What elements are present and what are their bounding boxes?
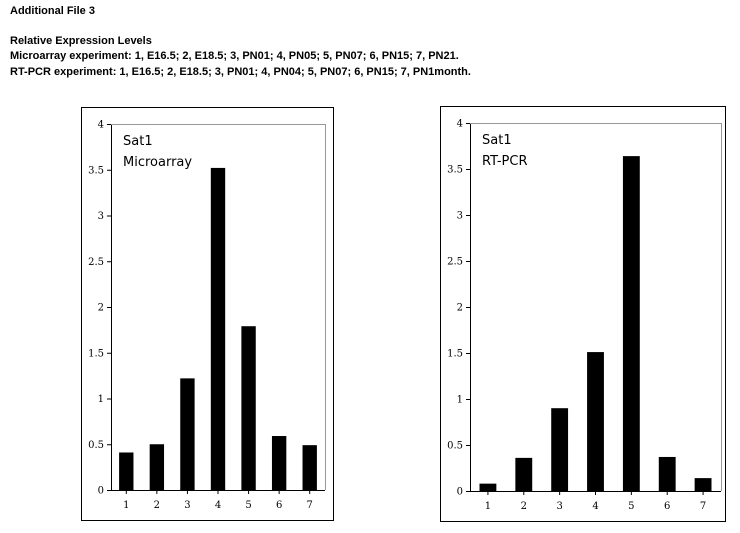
x-tick-label: 3 bbox=[184, 500, 190, 511]
section-subtitle: Relative Expression Levels bbox=[10, 35, 152, 47]
y-tick-label: 1 bbox=[457, 395, 463, 406]
rtpcr-chart: 0 0.5 1 1.5 2 2.5 3 3.5 4 1 2 3 4 5 6 7 Sat1 RT-PCR bbox=[440, 106, 726, 522]
y-tick-label: 3.5 bbox=[447, 165, 463, 176]
x-tick-label: 3 bbox=[556, 501, 562, 512]
x-tick-label: 6 bbox=[664, 501, 670, 512]
x-tick-label: 6 bbox=[276, 500, 282, 511]
x-tick-label: 5 bbox=[245, 500, 251, 511]
y-tick-label: 0 bbox=[98, 486, 104, 497]
gene-annotation: Sat1 bbox=[482, 133, 512, 148]
y-tick-label: 1.5 bbox=[447, 349, 463, 360]
bar-2 bbox=[515, 457, 533, 491]
x-tick-label: 2 bbox=[154, 500, 160, 511]
bar-2 bbox=[149, 444, 165, 490]
y-tick-label: 2 bbox=[457, 303, 463, 314]
bar-7 bbox=[694, 478, 712, 491]
x-tick-label: 2 bbox=[521, 501, 527, 512]
bar-4 bbox=[587, 352, 604, 491]
y-tick-label: 3 bbox=[98, 211, 104, 222]
method-annotation: Microarray bbox=[123, 155, 192, 170]
bar-4 bbox=[210, 167, 226, 491]
y-tick-label: 3.5 bbox=[88, 165, 104, 176]
y-tick-label: 3 bbox=[457, 211, 463, 222]
method-annotation: RT-PCR bbox=[482, 154, 527, 169]
y-tick-label: 4 bbox=[457, 119, 463, 130]
x-tick-label: 7 bbox=[307, 500, 313, 511]
y-tick-label: 2.5 bbox=[88, 257, 104, 268]
chart-frame bbox=[440, 106, 726, 522]
page-title: Additional File 3 bbox=[10, 5, 95, 17]
bar-5 bbox=[622, 156, 640, 491]
bar-3 bbox=[551, 408, 569, 491]
bar-7 bbox=[302, 445, 317, 490]
y-tick-label: 2.5 bbox=[447, 257, 463, 268]
bar-5 bbox=[241, 326, 256, 490]
x-tick-label: 4 bbox=[592, 501, 598, 512]
y-tick-label: 0.5 bbox=[88, 440, 104, 451]
x-tick-label: 1 bbox=[485, 501, 491, 512]
y-tick-label: 0.5 bbox=[447, 441, 463, 452]
x-tick-label: 5 bbox=[628, 501, 634, 512]
chart-frame bbox=[81, 107, 334, 521]
y-tick-label: 1.5 bbox=[88, 348, 104, 359]
x-tick-label: 1 bbox=[123, 500, 129, 511]
microarray-chart: 0 0.5 1 1.5 2 2.5 3 3.5 4 1 2 3 4 5 6 7 Sat1 Microarray bbox=[81, 107, 334, 521]
bar-6 bbox=[271, 436, 287, 490]
y-tick-label: 1 bbox=[98, 394, 104, 405]
x-tick-label: 4 bbox=[215, 500, 221, 511]
y-tick-label: 0 bbox=[457, 487, 463, 498]
y-tick-label: 2 bbox=[98, 303, 104, 314]
bar-1 bbox=[479, 483, 497, 491]
bar-1 bbox=[119, 452, 134, 490]
bar-6 bbox=[658, 456, 676, 491]
x-tick-label: 7 bbox=[700, 501, 706, 512]
bar-3 bbox=[180, 378, 195, 490]
rtpcr-legend-text: RT-PCR experiment: 1, E16.5; 2, E18.5; 3… bbox=[10, 66, 471, 78]
gene-annotation: Sat1 bbox=[123, 134, 153, 149]
y-tick-label: 4 bbox=[98, 120, 104, 131]
microarray-legend-text: Microarray experiment: 1, E16.5; 2, E18.… bbox=[10, 50, 459, 62]
